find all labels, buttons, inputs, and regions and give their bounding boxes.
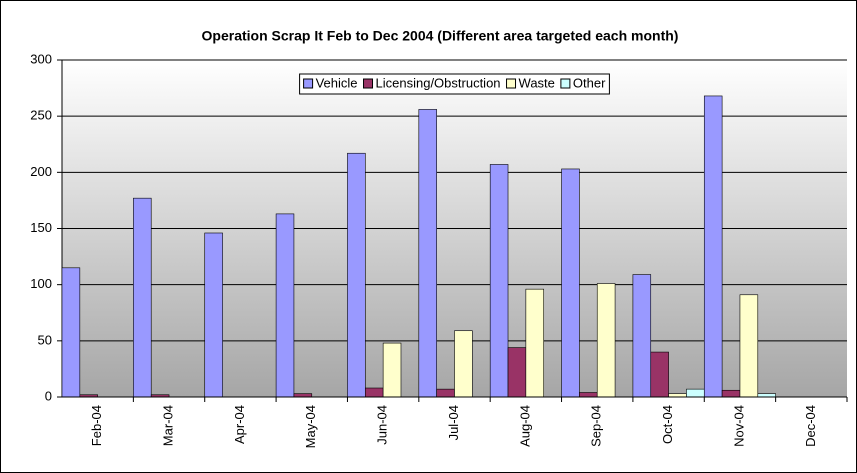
x-tick-label: Mar-04 <box>160 405 175 446</box>
y-tick-label: 150 <box>30 220 52 235</box>
bar <box>436 388 455 398</box>
chart-title: Operation Scrap It Feb to Dec 2004 (Diff… <box>202 28 679 44</box>
bar <box>204 232 223 398</box>
bar <box>632 274 652 398</box>
y-tick-label: 0 <box>45 388 52 403</box>
legend-label: Licensing/Obstruction <box>376 75 501 90</box>
bar <box>561 168 580 398</box>
x-tick-label: May-04 <box>303 405 318 448</box>
bar <box>596 283 616 398</box>
legend-swatch <box>303 78 314 89</box>
x-tick-label: Nov-04 <box>731 405 746 447</box>
legend-swatch <box>560 78 571 89</box>
bar <box>61 267 81 398</box>
y-tick-label: 200 <box>30 164 52 179</box>
y-tick-label: 100 <box>30 276 52 291</box>
bar <box>757 393 776 398</box>
y-tick-label: 300 <box>30 51 52 66</box>
bar <box>382 342 402 398</box>
bar <box>650 351 669 398</box>
bar <box>703 95 723 398</box>
bar <box>525 288 545 398</box>
x-tick-label: Jun-04 <box>375 405 390 445</box>
x-tick-label: Sep-04 <box>589 405 604 447</box>
bar <box>418 109 437 398</box>
y-tick-label: 50 <box>38 332 52 347</box>
legend-label: Other <box>573 75 606 90</box>
bar <box>721 389 741 398</box>
legend-swatch <box>363 78 374 89</box>
x-tick-label: Apr-04 <box>232 405 247 444</box>
x-tick-label: Aug-04 <box>517 405 532 447</box>
x-tick-label: Jul-04 <box>446 405 461 440</box>
x-tick-label: Dec-04 <box>803 405 818 447</box>
bar <box>347 152 366 398</box>
x-tick-label: Oct-04 <box>660 405 675 444</box>
bar <box>668 393 687 398</box>
bar <box>579 392 598 398</box>
bar <box>507 347 527 398</box>
bar <box>364 387 384 398</box>
legend-label: Vehicle <box>316 75 358 90</box>
bar <box>293 393 313 398</box>
x-tick-label: Feb-04 <box>89 405 104 446</box>
bar <box>275 213 295 398</box>
bar <box>739 294 759 398</box>
bar <box>454 330 473 398</box>
legend <box>299 73 610 95</box>
bar <box>489 164 509 398</box>
legend-label: Waste <box>519 75 555 90</box>
bar <box>686 388 705 398</box>
y-tick-label: 250 <box>30 108 52 123</box>
bar <box>133 197 152 398</box>
legend-swatch <box>506 78 517 89</box>
